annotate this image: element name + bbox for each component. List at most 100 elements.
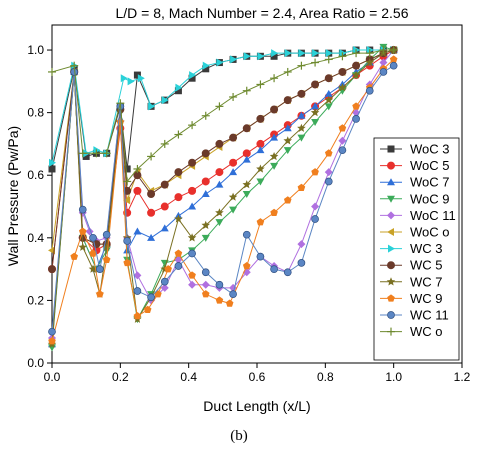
data-point [270, 105, 279, 114]
data-point [230, 55, 238, 64]
data-point [242, 86, 251, 95]
x-tick-label: 0.0 [44, 370, 61, 384]
data-point [387, 294, 395, 302]
legend-label: WoC 7 [410, 175, 450, 190]
data-point [188, 271, 196, 279]
x-tick-label: 0.8 [317, 370, 334, 384]
data-point [389, 61, 398, 70]
legend-label: WC 3 [410, 241, 443, 256]
data-point [297, 111, 306, 119]
data-point [379, 68, 388, 76]
data-point [257, 52, 265, 61]
data-point [133, 186, 142, 195]
series-wc-5 [48, 46, 398, 274]
data-point [147, 190, 156, 198]
data-point [160, 202, 169, 211]
data-point [201, 220, 211, 229]
data-point [352, 102, 360, 110]
data-point [271, 49, 279, 58]
data-point [388, 244, 395, 253]
data-point [48, 265, 56, 274]
series-line [51, 65, 394, 332]
data-point [283, 147, 292, 155]
data-point [202, 61, 210, 70]
legend-item: WC 11 [380, 308, 449, 323]
data-point [95, 265, 104, 273]
series-wc-7 [47, 45, 398, 348]
data-point [283, 124, 292, 132]
data-point [338, 52, 347, 61]
data-point [242, 191, 251, 198]
data-point [174, 193, 183, 202]
y-tick-label: 0.4 [27, 231, 44, 245]
data-point [256, 218, 265, 226]
data-point [147, 293, 155, 302]
legend-item: WoC 9 [380, 191, 450, 206]
data-point [270, 74, 279, 83]
data-point [365, 58, 375, 67]
data-point [188, 158, 197, 167]
data-point [284, 49, 292, 58]
legend-label: WoC 5 [410, 158, 450, 173]
data-point [387, 145, 395, 153]
data-point [242, 261, 251, 270]
y-tick-label: 0.2 [27, 293, 44, 307]
data-point [147, 152, 156, 161]
legend-item: WoC 11 [380, 208, 456, 223]
data-point [201, 111, 210, 120]
data-point [174, 214, 183, 223]
y-tick-label: 0.6 [27, 168, 44, 182]
data-point [160, 277, 169, 286]
data-point [147, 208, 156, 217]
data-point [256, 114, 265, 123]
legend-item: WC 7 [380, 274, 443, 289]
data-point [387, 311, 395, 319]
data-point [174, 255, 183, 264]
data-point [48, 165, 56, 173]
data-point [338, 83, 347, 92]
data-point [387, 211, 395, 220]
data-point [215, 280, 224, 289]
data-point [70, 61, 79, 70]
data-point [387, 195, 395, 203]
data-point [174, 130, 183, 139]
data-point [164, 265, 172, 273]
data-point [311, 119, 320, 127]
data-point [133, 227, 142, 235]
data-point [283, 196, 292, 204]
data-point [324, 103, 333, 111]
data-point [201, 234, 210, 242]
data-point [133, 287, 142, 295]
legend-item: WoC 3 [380, 142, 450, 157]
x-tick-label: 1.2 [454, 370, 471, 384]
data-point [389, 55, 398, 63]
data-point [270, 133, 279, 141]
data-point [48, 327, 56, 336]
data-point [188, 202, 197, 210]
data-point [123, 196, 131, 205]
data-point [160, 139, 169, 148]
data-point [89, 249, 97, 257]
data-point [297, 259, 306, 267]
data-point [174, 168, 183, 177]
legend-label: WC 11 [410, 308, 449, 323]
data-point [215, 208, 224, 217]
series-layer [47, 43, 398, 352]
data-point [351, 70, 361, 79]
x-tick-label: 0.6 [249, 370, 266, 384]
y-axis-title: Wall Pressure (Pw/Pa) [5, 126, 21, 266]
data-point [325, 49, 333, 58]
data-point [229, 290, 237, 298]
data-point [256, 80, 265, 89]
data-point [123, 165, 131, 173]
data-point [133, 312, 142, 320]
data-point [311, 58, 320, 67]
chart-title: L/D = 8, Mach Number = 2.4, Area Ratio =… [116, 5, 409, 21]
data-point [386, 277, 396, 286]
series-woc-5 [48, 46, 398, 274]
legend-item: WoC 7 [380, 175, 450, 190]
data-point [379, 58, 388, 67]
data-point [174, 249, 183, 257]
